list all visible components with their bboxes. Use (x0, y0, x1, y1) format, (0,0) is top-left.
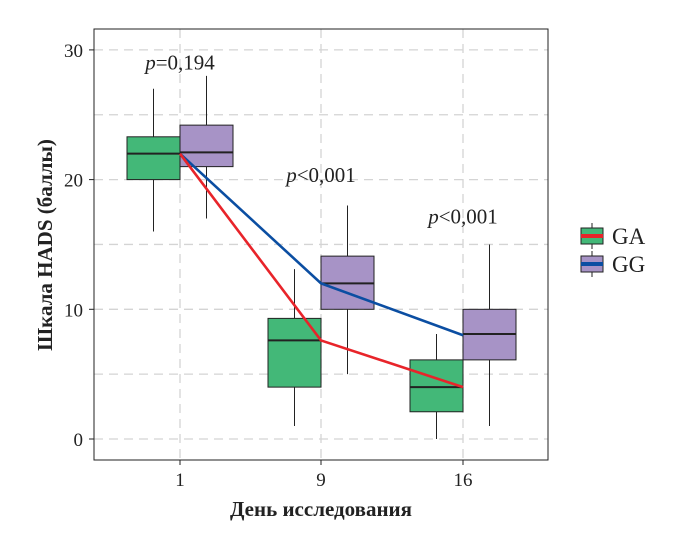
legend-label: GG (612, 252, 645, 277)
p-symbol: p (284, 163, 297, 187)
axes: 0 10 20 30 1 9 16 (64, 41, 473, 491)
box-GG-1 (179, 75, 234, 219)
y-tick-label: 0 (74, 430, 84, 451)
box-GA-16 (409, 333, 464, 439)
p-value-label: p<0,001 (284, 163, 356, 187)
p-value-label: p=0,194 (143, 50, 215, 74)
legend-item-GA: GA (580, 223, 646, 249)
box-GA-1 (126, 88, 181, 232)
p-value-text: <0,001 (439, 205, 498, 229)
legend-label: GA (612, 224, 646, 249)
p-symbol: p (426, 205, 439, 229)
y-tick-label: 30 (64, 41, 83, 62)
trend-line-GG (179, 152, 464, 337)
x-tick-label: 9 (316, 470, 326, 491)
box-body (126, 136, 181, 181)
box-body (409, 359, 464, 413)
y-tick-label: 20 (64, 171, 83, 192)
x-tick-label: 1 (175, 470, 185, 491)
p-value-label: p<0,001 (426, 205, 498, 229)
box-body (179, 124, 234, 168)
trend-line-GA (178, 152, 464, 389)
p-symbol: p (143, 50, 156, 74)
x-axis-label: День исследования (230, 497, 412, 521)
box-GA-9 (267, 269, 322, 427)
legend-item-GG: GG (580, 251, 645, 277)
x-tick-label: 16 (454, 470, 473, 491)
legend: GA GG (580, 223, 646, 277)
p-value-text: =0,194 (156, 50, 216, 74)
y-axis-label: Шкала HADS (баллы) (33, 139, 57, 351)
p-value-text: <0,001 (297, 163, 356, 187)
grid (94, 29, 548, 460)
box-GG-16 (462, 244, 517, 427)
y-tick-label: 10 (64, 300, 83, 321)
